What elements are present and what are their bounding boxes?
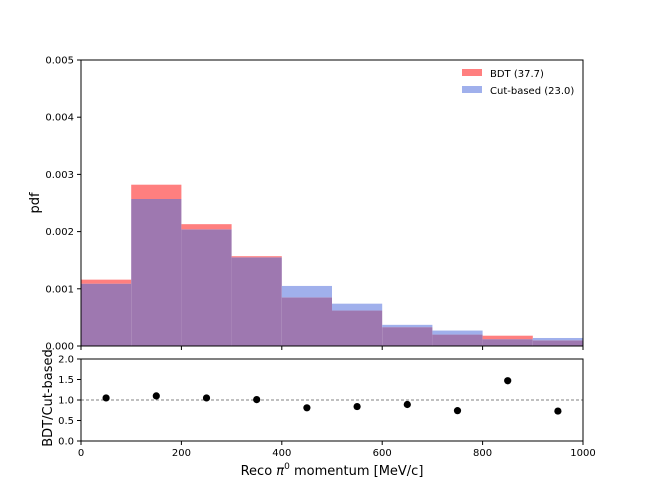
x-axis-label-superscript: 0 — [284, 462, 290, 472]
histogram-bar-overlap-6 — [382, 327, 433, 346]
histogram-axes-frame — [80, 59, 584, 347]
ratio-y-tick-label: 2.0 — [58, 355, 74, 366]
ratio-y-tick-label: 0.0 — [58, 437, 74, 448]
legend: BDT (37.7) Cut-based (23.0) — [462, 69, 574, 97]
x-axis-label: Reco π0 momentum [MeV/c] — [241, 462, 424, 479]
ratio-x-tick-label: 600 — [373, 448, 392, 459]
histogram-bar-overlap-2 — [181, 229, 232, 346]
x-axis-label-symbol: π — [276, 464, 284, 479]
histogram-bar-cut-based-excess-6 — [382, 324, 433, 328]
histogram-bar-overlap-1 — [131, 198, 182, 346]
histogram-bar-cut-based-excess-5 — [332, 303, 383, 311]
ratio-ticks: 0.0 0.5 1.0 1.5 2.0 0 200 400 600 800 1000 — [58, 355, 596, 460]
ratio-y-axis-label: BDT/Cut-based — [41, 349, 56, 447]
x-axis-label-prefix: Reco — [241, 464, 277, 479]
histogram-ticks: 0.000 0.001 0.002 0.003 0.004 0.005 — [45, 56, 584, 353]
histogram-bar-cut-based-excess-9 — [532, 337, 583, 341]
histogram-bar-overlap-3 — [231, 257, 282, 346]
histogram-y-axis-label: pdf — [28, 192, 43, 214]
histogram-y-tick-label: 0.001 — [45, 284, 74, 295]
legend-label-1: Cut-based (23.0) — [490, 86, 574, 97]
histogram-bar-bdt-excess-2 — [181, 224, 232, 230]
histogram-bar-cut-based-excess-4 — [281, 285, 332, 298]
ratio-x-tick-label: 800 — [473, 448, 492, 459]
histogram-bars — [81, 184, 583, 346]
ratio-y-tick-label: 0.5 — [58, 416, 74, 427]
ratio-point-3 — [253, 395, 261, 404]
histogram-y-tick-label: 0.004 — [45, 113, 74, 124]
legend-swatch-1 — [462, 86, 482, 93]
histogram-bar-bdt-excess-8 — [482, 335, 533, 340]
histogram-y-tick-label: 0.003 — [45, 170, 74, 181]
ratio-point-9 — [554, 407, 562, 415]
histogram-bar-bdt-excess-0 — [81, 279, 132, 284]
ratio-point-2 — [202, 394, 211, 402]
ratio-point-8 — [504, 377, 512, 385]
ratio-point-0 — [102, 394, 110, 402]
histogram-y-tick-label: 0.002 — [45, 227, 74, 238]
ratio-point-6 — [403, 400, 411, 409]
ratio-y-tick-label: 1.0 — [58, 396, 74, 407]
histogram-bar-bdt-excess-3 — [231, 256, 282, 258]
histogram-bar-bdt-excess-1 — [131, 184, 182, 199]
histogram-bar-overlap-8 — [482, 339, 533, 346]
histogram-bar-cut-based-excess-7 — [432, 330, 483, 335]
histogram-y-tick-label: 0.005 — [45, 56, 74, 67]
ratio-points — [102, 377, 562, 415]
histogram-bar-overlap-9 — [532, 340, 583, 346]
histogram-bar-overlap-7 — [432, 334, 483, 346]
ratio-x-tick-label: 400 — [272, 448, 291, 459]
ratio-point-7 — [453, 407, 462, 415]
x-axis-label-suffix: momentum [MeV/c] — [290, 464, 424, 479]
histogram-bar-overlap-4 — [281, 297, 332, 346]
histogram-y-tick-label: 0.000 — [45, 342, 74, 353]
ratio-point-5 — [353, 402, 361, 411]
ratio-x-tick-label: 1000 — [570, 448, 595, 459]
ratio-y-tick-label: 1.5 — [58, 375, 74, 386]
histogram-bar-overlap-5 — [332, 310, 383, 346]
ratio-x-tick-label: 200 — [172, 448, 191, 459]
ratio-point-1 — [152, 392, 160, 400]
legend-swatch-0 — [462, 69, 482, 76]
legend-label-0: BDT (37.7) — [490, 69, 544, 80]
ratio-point-4 — [303, 404, 311, 412]
histogram-bar-overlap-0 — [81, 283, 132, 346]
ratio-x-tick-label: 0 — [78, 448, 84, 459]
